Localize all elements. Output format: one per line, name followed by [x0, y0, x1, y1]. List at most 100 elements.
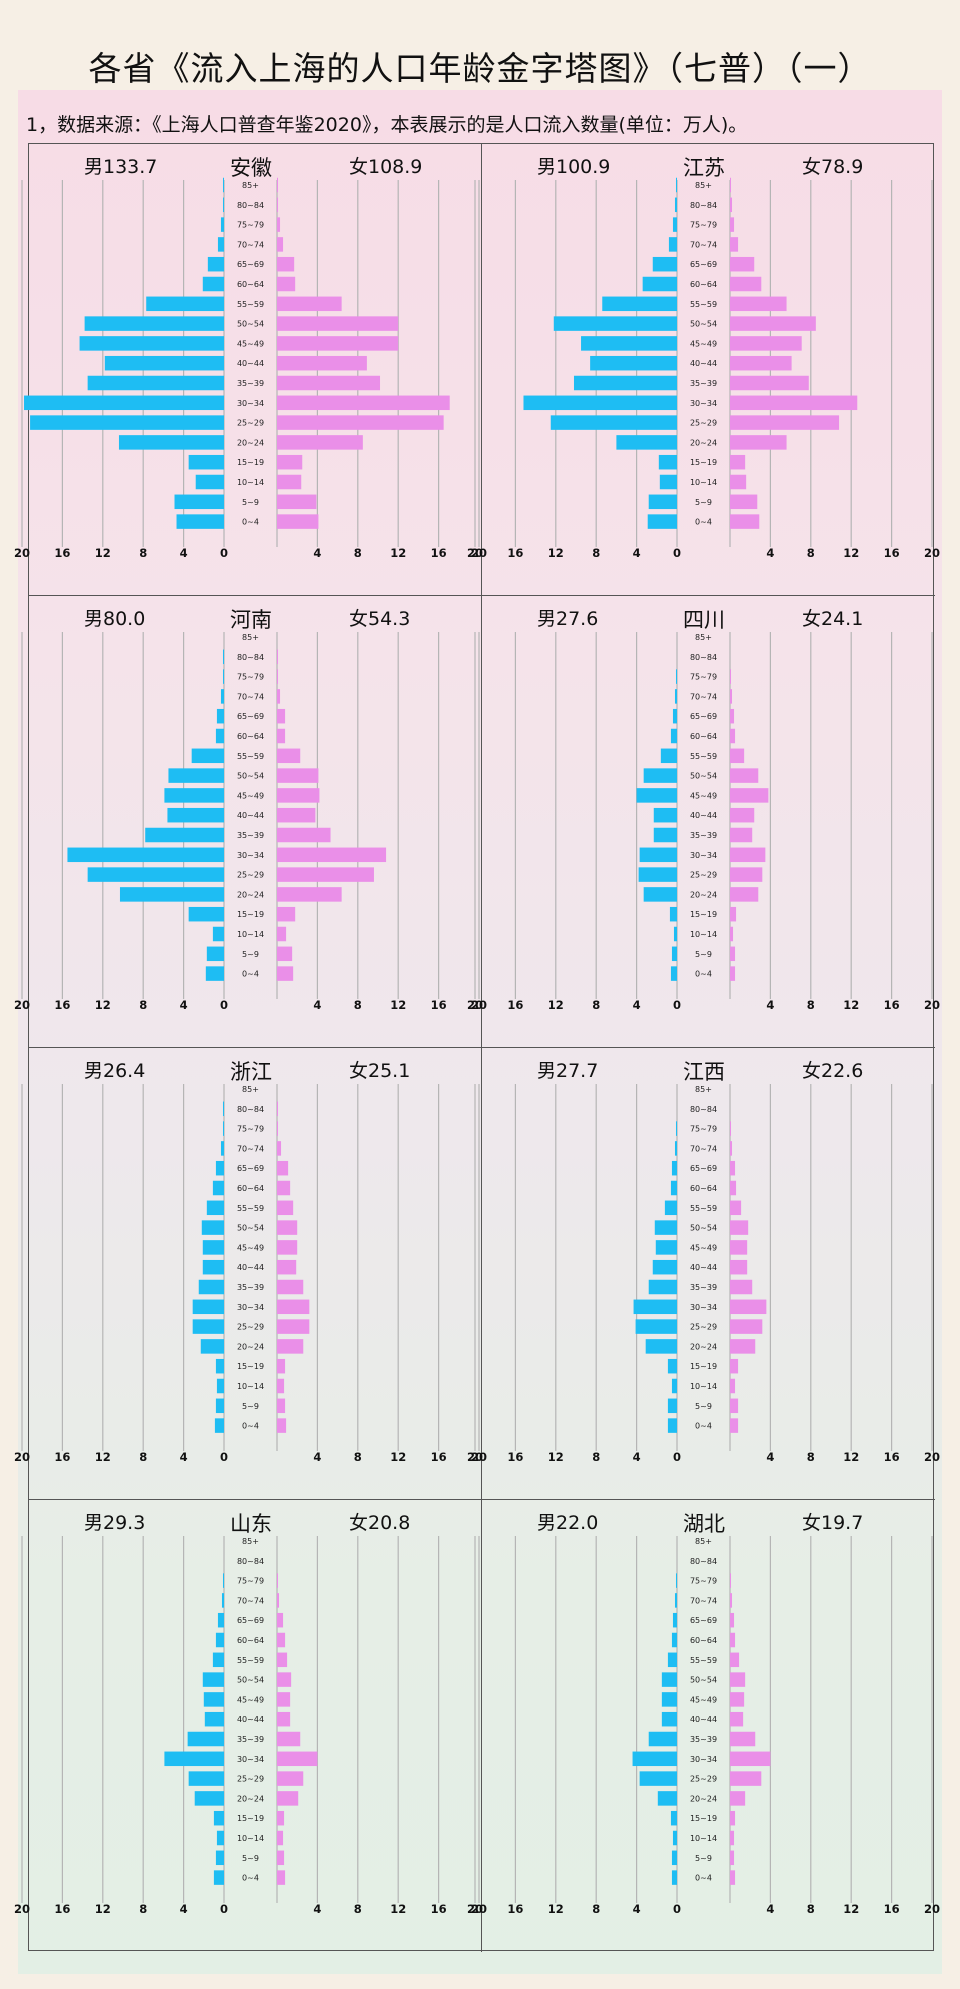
male-bar	[573, 375, 677, 391]
x-tick-label: 8	[592, 546, 600, 560]
female-total-label: 女54.3	[349, 608, 411, 630]
male-bar	[550, 415, 677, 430]
female-bar	[730, 296, 787, 312]
age-label: 60~64	[237, 1184, 264, 1193]
male-bar	[212, 1652, 224, 1668]
female-bar	[730, 514, 760, 529]
age-label: 80~84	[690, 1105, 717, 1114]
female-bar	[277, 1711, 291, 1727]
male-bar	[191, 748, 224, 764]
age-label: 60~64	[690, 280, 717, 289]
male-bar	[674, 1593, 677, 1608]
x-tick-label: 12	[548, 998, 564, 1012]
male-bar	[84, 316, 224, 331]
male-bar	[648, 1279, 677, 1295]
age-label: 0~4	[695, 1874, 712, 1883]
male-bar	[217, 237, 224, 252]
age-label: 35~39	[690, 379, 717, 388]
x-tick-label: 4	[313, 1902, 321, 1916]
age-label: 45~49	[690, 1695, 717, 1704]
age-label: 85+	[695, 633, 712, 642]
female-bar	[730, 217, 735, 232]
male-bar	[215, 1160, 224, 1176]
age-label: 60~64	[237, 732, 264, 741]
male-bar	[187, 1731, 224, 1747]
male-bar	[636, 788, 677, 803]
age-label: 45~49	[237, 1695, 264, 1704]
age-label: 30~34	[237, 1303, 264, 1312]
x-tick-label: 12	[390, 998, 406, 1012]
female-bar	[730, 395, 858, 411]
female-bar	[730, 669, 732, 684]
age-label: 15~19	[690, 458, 717, 467]
age-label: 40~44	[237, 1715, 264, 1724]
age-label: 50~54	[690, 320, 717, 329]
male-total-label: 男27.7	[537, 1060, 599, 1082]
female-bar	[730, 1160, 736, 1176]
x-tick-label: 4	[766, 1902, 774, 1916]
age-label: 50~54	[690, 772, 717, 781]
male-total-label: 男133.7	[84, 156, 158, 178]
female-bar	[277, 1121, 279, 1136]
page-title: 各省《流入上海的人口年龄金字塔图》（七普）（一）	[88, 49, 872, 88]
female-bar	[730, 748, 745, 764]
female-total-label: 女108.9	[349, 156, 423, 178]
male-bar	[673, 926, 677, 942]
x-tick-label: 4	[766, 998, 774, 1012]
age-label: 25~29	[690, 419, 717, 428]
age-label: 55~59	[690, 752, 717, 761]
male-bar	[671, 1378, 677, 1394]
male-bar	[167, 807, 224, 823]
female-bar	[277, 1259, 297, 1275]
age-label: 75~79	[690, 1125, 717, 1134]
x-tick-label: 12	[390, 546, 406, 560]
age-label: 55~59	[690, 1204, 717, 1213]
male-bar	[202, 1240, 224, 1255]
female-bar	[277, 1810, 285, 1826]
x-tick-label: 8	[139, 1450, 147, 1464]
female-bar	[730, 1791, 746, 1806]
male-bar	[201, 1220, 224, 1235]
male-bar	[633, 1299, 677, 1315]
province-name: 四川	[683, 608, 725, 632]
x-tick-label: 20	[14, 998, 30, 1012]
male-total-label: 男100.9	[537, 156, 611, 178]
female-bar	[277, 669, 279, 684]
age-label: 35~39	[237, 379, 264, 388]
age-label: 40~44	[237, 359, 264, 368]
female-bar	[730, 435, 787, 450]
age-label: 30~34	[237, 399, 264, 408]
x-tick-label: 8	[807, 1902, 815, 1916]
female-bar	[730, 1299, 767, 1315]
female-bar	[277, 256, 295, 272]
x-tick-label: 20	[14, 1902, 30, 1916]
x-tick-label: 16	[54, 998, 70, 1012]
male-bar	[174, 494, 224, 510]
male-bar	[648, 1731, 677, 1747]
age-label: 45~49	[237, 791, 264, 800]
male-bar	[553, 316, 677, 331]
male-bar	[168, 768, 224, 783]
x-tick-label: 12	[95, 546, 111, 560]
male-bar	[215, 728, 224, 744]
pyramid-panel-1: 男100.9 江苏 女78.9 0~4 5~9 10~14 15~19 20~24 25~29 3…	[467, 144, 940, 596]
female-bar	[730, 1378, 736, 1394]
female-bar	[730, 1240, 748, 1255]
x-tick-label: 16	[884, 998, 900, 1012]
female-bar	[277, 926, 287, 942]
age-label: 45~49	[690, 1243, 717, 1252]
male-bar	[220, 217, 224, 232]
female-bar	[277, 375, 381, 391]
male-bar	[658, 454, 677, 470]
pyramid-svg: 0~4 5~9 10~14 15~19 20~24 25~29 30~34 35~39 40~4…	[14, 632, 487, 1012]
male-bar	[659, 474, 677, 490]
x-tick-label: 20	[14, 546, 30, 560]
male-bar	[213, 1810, 224, 1826]
male-bar	[222, 197, 224, 213]
male-bar	[590, 355, 677, 371]
female-bar	[277, 1220, 298, 1235]
x-tick-label: 20	[471, 1450, 487, 1464]
age-label: 5~9	[242, 498, 259, 507]
male-bar	[220, 689, 224, 704]
x-tick-label: 20	[467, 998, 483, 1012]
